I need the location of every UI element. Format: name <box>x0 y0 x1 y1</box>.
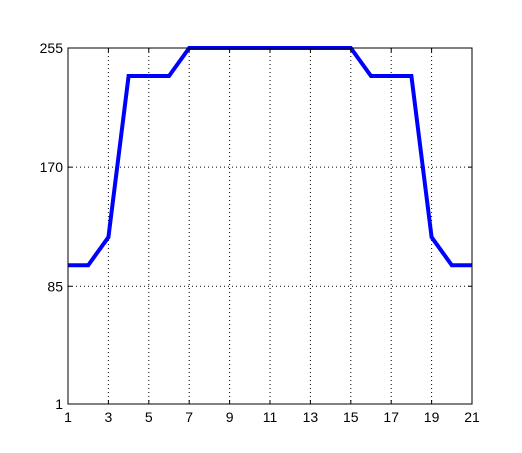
y-tick-label: 255 <box>40 40 64 56</box>
x-tick-label: 13 <box>303 409 319 425</box>
data-point <box>370 75 372 77</box>
y-tick-label: 170 <box>40 159 64 175</box>
x-tick-label: 3 <box>105 409 113 425</box>
y-tick-label: 85 <box>47 278 63 294</box>
data-point <box>431 236 433 238</box>
x-tick-label: 21 <box>464 409 480 425</box>
data-point <box>107 236 109 238</box>
x-tick-label: 5 <box>145 409 153 425</box>
data-point <box>148 75 150 77</box>
x-tick-label: 19 <box>424 409 440 425</box>
data-point <box>168 75 170 77</box>
data-point <box>451 264 453 266</box>
tick-marks <box>67 47 473 405</box>
x-tick-label: 17 <box>383 409 399 425</box>
x-tick-label: 7 <box>185 409 193 425</box>
x-tick-label: 9 <box>226 409 234 425</box>
x-tick-label: 1 <box>64 409 72 425</box>
data-point <box>410 75 412 77</box>
y-tick-label: 1 <box>55 396 63 412</box>
y-tick-labels: 1 85 170 255 <box>40 40 64 412</box>
x-tick-label: 15 <box>343 409 359 425</box>
x-tick-label: 11 <box>263 409 278 425</box>
data-point <box>87 264 89 266</box>
grid <box>68 48 472 404</box>
x-tick-labels: 1 3 5 7 9 11 13 15 17 19 21 <box>64 409 480 425</box>
data-point <box>128 75 130 77</box>
data-point <box>390 75 392 77</box>
